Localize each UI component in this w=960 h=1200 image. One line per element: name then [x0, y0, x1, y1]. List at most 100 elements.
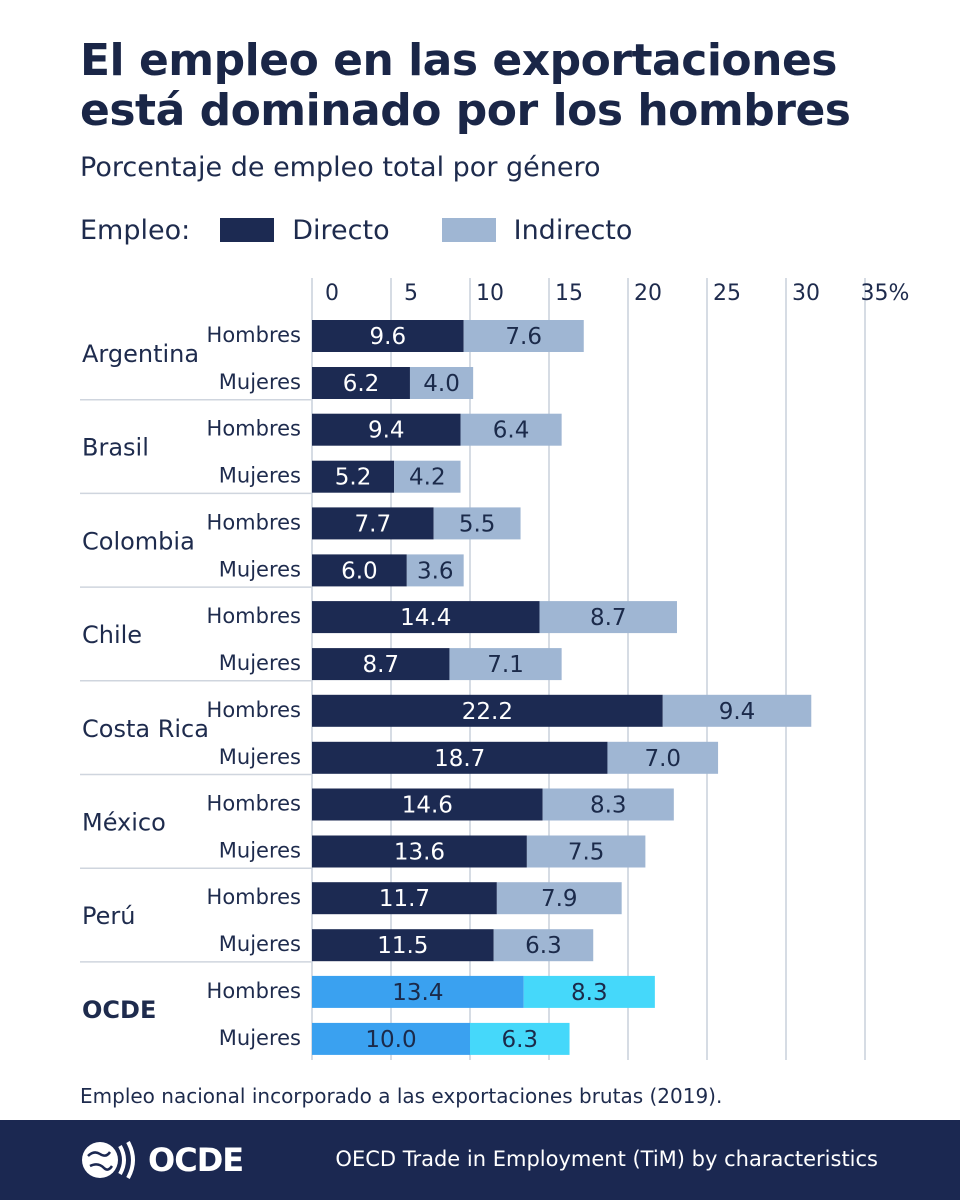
bar-indirect: [662, 694, 812, 727]
row-label: Mujeres: [219, 932, 301, 956]
bar-label-direct: 9.4: [368, 418, 405, 444]
bar-label-direct: 11.5: [377, 933, 428, 959]
bar-label-direct: 5.2: [335, 465, 372, 491]
row-label: Mujeres: [219, 464, 301, 488]
bar-indirect: [523, 975, 655, 1008]
legend: Empleo: Directo Indirecto: [80, 210, 684, 250]
bar-indirect: [406, 554, 464, 587]
country-label: Argentina: [82, 340, 199, 368]
footer-bar: OCDE OECD Trade in Employment (TiM) by c…: [0, 1120, 960, 1200]
bar-label-indirect: 3.6: [417, 558, 454, 584]
row-label: Hombres: [207, 510, 301, 534]
bar-direct: [312, 835, 527, 868]
x-tick-label: 25: [713, 281, 741, 306]
bar-label-indirect: 4.0: [423, 371, 460, 397]
row-label: Hombres: [207, 979, 301, 1003]
logo-text: OCDE: [148, 1141, 244, 1179]
bar-direct: [312, 507, 434, 540]
bar-direct: [312, 694, 663, 727]
legend-title: Empleo:: [80, 214, 191, 246]
bar-label-direct: 8.7: [362, 652, 399, 678]
bar-label-direct: 9.6: [370, 324, 407, 350]
row-label: Mujeres: [219, 745, 301, 769]
bar-direct: [312, 460, 395, 493]
country-label: México: [82, 809, 166, 837]
chart-title: El empleo en las exportaciones está domi…: [80, 35, 851, 136]
row-label: Hombres: [207, 417, 301, 441]
bar-indirect: [470, 1022, 570, 1055]
bar-label-indirect: 6.4: [493, 418, 530, 444]
row-label: Mujeres: [219, 651, 301, 675]
row-label: Hombres: [207, 885, 301, 909]
bar-label-indirect: 5.5: [459, 511, 496, 537]
bar-label-direct: 18.7: [434, 746, 485, 772]
bar-label-indirect: 4.2: [409, 465, 446, 491]
bar-direct: [312, 1022, 470, 1055]
globe-icon: [82, 1141, 135, 1179]
bar-direct: [312, 929, 494, 962]
bar-label-direct: 6.2: [343, 371, 380, 397]
bar-label-indirect: 6.3: [525, 933, 562, 959]
bar-indirect: [394, 460, 461, 493]
row-label: Mujeres: [219, 839, 301, 863]
source-text: OECD Trade in Employment (TiM) by charac…: [335, 1147, 878, 1171]
bar-direct: [312, 320, 464, 352]
bar-direct: [312, 413, 461, 446]
bar-label-indirect: 8.7: [590, 605, 627, 631]
legend-label-indirect: Indirecto: [513, 214, 633, 246]
bar-label-indirect: 8.3: [571, 980, 608, 1006]
bar-chart: 0 5 10 15 20 25 30 35% Argentina Hombres 9.6 7.6 Muj…: [80, 278, 909, 1060]
country-label: Colombia: [82, 527, 195, 555]
country-label: Costa Rica: [82, 715, 209, 743]
bar-indirect: [449, 648, 562, 681]
row-label: Mujeres: [219, 1026, 301, 1050]
x-tick-label: 20: [634, 281, 662, 306]
legend-swatch-direct: [220, 218, 275, 242]
bar-label-direct: 11.7: [379, 886, 430, 912]
bar-label-direct: 14.6: [402, 793, 453, 819]
bar-label-direct: 14.4: [400, 605, 451, 631]
oecd-logo: OCDE: [80, 1138, 244, 1182]
bar-indirect: [460, 413, 562, 446]
bar-direct: [312, 554, 407, 587]
bar-label-direct: 7.7: [355, 511, 392, 537]
bar-label-indirect: 9.4: [719, 699, 756, 725]
bar-indirect: [493, 929, 594, 962]
country-label: Chile: [82, 621, 142, 649]
bar-direct: [312, 367, 410, 399]
bar-label-indirect: 7.5: [568, 840, 605, 866]
legend-swatch-indirect: [441, 218, 496, 242]
bar-indirect: [463, 320, 584, 352]
country-label: OCDE: [82, 996, 156, 1024]
x-tick-label: 30: [792, 281, 820, 306]
footnote: Empleo nacional incorporado a las export…: [80, 1084, 723, 1108]
bar-indirect: [539, 601, 677, 634]
bar-label-indirect: 7.0: [644, 746, 681, 772]
bar-direct: [312, 788, 543, 821]
bar-direct: [312, 882, 497, 915]
bar-label-direct: 6.0: [341, 558, 378, 584]
row-label: Mujeres: [219, 370, 301, 394]
bar-direct: [312, 975, 524, 1008]
bar-direct: [312, 601, 540, 634]
bar-indirect: [542, 788, 674, 821]
row-label: Hombres: [207, 323, 301, 347]
x-tick-label: 5: [404, 281, 418, 306]
bar-label-indirect: 8.3: [590, 793, 627, 819]
row-label: Hombres: [207, 792, 301, 816]
bar-indirect: [607, 741, 719, 774]
bar-label-direct: 13.6: [394, 840, 445, 866]
bar-indirect: [496, 882, 622, 915]
bar-label-indirect: 6.3: [501, 1027, 538, 1053]
bar-direct: [312, 648, 450, 681]
bar-indirect: [409, 367, 474, 399]
bar-label-direct: 13.4: [392, 980, 443, 1006]
row-label: Hombres: [207, 698, 301, 722]
country-label: Brasil: [82, 434, 149, 462]
chart-subtitle: Porcentaje de empleo total por género: [80, 152, 601, 183]
bar-indirect: [526, 835, 646, 868]
x-tick-label: 10: [476, 281, 504, 306]
bar-label-indirect: 7.1: [487, 652, 524, 678]
bar-indirect: [433, 507, 521, 540]
x-tick-label: 0: [325, 281, 339, 306]
